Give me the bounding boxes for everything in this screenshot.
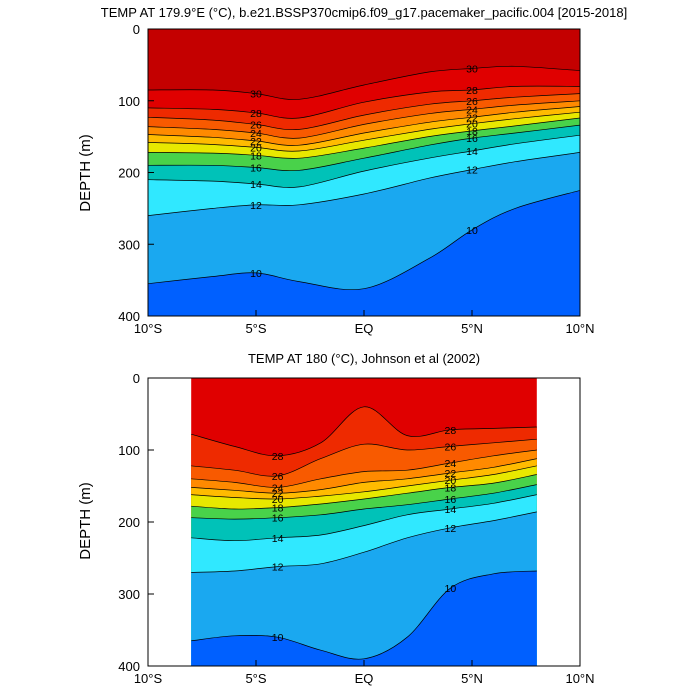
isotherm-20 <box>191 465 537 500</box>
isotherm-label-28: 28 <box>466 85 478 97</box>
isotherm-24 <box>191 449 537 488</box>
y-tick-label: 0 <box>133 22 140 37</box>
x-tick-label: 10°N <box>565 671 594 686</box>
bottom-panel-title: TEMP AT 180 (°C), Johnson et al (2002) <box>248 351 480 366</box>
isotherm-label-20: 20 <box>272 494 284 506</box>
isotherm-label-10: 10 <box>466 225 478 237</box>
isotherm-14 <box>148 134 580 188</box>
isotherm-label-18: 18 <box>250 150 262 162</box>
isotherm-label-28: 28 <box>272 451 284 463</box>
isotherm-label-16: 16 <box>250 163 262 175</box>
y-tick-label: 200 <box>118 166 140 181</box>
isotherm-label-20: 20 <box>466 119 478 131</box>
isotherm-label-10: 10 <box>272 632 284 644</box>
isotherm-label-12: 12 <box>466 165 478 177</box>
isotherm-22 <box>148 106 580 146</box>
y-tick-label: 400 <box>118 309 140 324</box>
isotherm-12 <box>148 152 580 216</box>
isotherm-label-14: 14 <box>466 146 478 158</box>
isotherm-label-28: 28 <box>250 108 262 120</box>
isotherm-label-24: 24 <box>250 128 262 140</box>
isotherm-12 <box>191 511 537 573</box>
isotherm-20 <box>148 111 580 152</box>
isotherm-label-28: 28 <box>445 425 457 437</box>
top-y-axis-label: DEPTH (m) <box>77 134 94 212</box>
isotherm-label-24: 24 <box>466 104 478 116</box>
isotherm-label-14: 14 <box>272 533 284 545</box>
isotherm-label-12: 12 <box>250 200 262 212</box>
isotherm-22 <box>191 458 537 494</box>
isotherm-label-26: 26 <box>250 119 262 131</box>
isotherm-label-22: 22 <box>272 488 284 500</box>
x-tick-label: EQ <box>355 321 374 336</box>
isotherm-label-14: 14 <box>445 504 457 516</box>
isotherm-label-10: 10 <box>445 583 457 595</box>
band-below-10 <box>191 571 537 666</box>
x-tick-label: 5°N <box>461 671 483 686</box>
isotherm-14 <box>191 494 537 542</box>
isotherm-10 <box>148 190 580 291</box>
y-tick-label: 0 <box>133 371 140 386</box>
isotherm-label-22: 22 <box>250 136 262 148</box>
isotherm-label-22: 22 <box>466 112 478 124</box>
x-tick-label: 5°N <box>461 321 483 336</box>
isotherm-label-16: 16 <box>272 513 284 525</box>
isotherm-label-10: 10 <box>250 268 262 280</box>
contour-field: 3030282826262424222220201818161614141212… <box>148 29 580 316</box>
x-tick-label: 10°N <box>565 321 594 336</box>
isotherm-26 <box>148 93 580 131</box>
isotherm-18 <box>191 474 537 510</box>
isotherm-label-20: 20 <box>250 142 262 154</box>
y-tick-label: 100 <box>118 94 140 109</box>
isotherm-label-18: 18 <box>272 503 284 515</box>
y-tick-label: 300 <box>118 587 140 602</box>
isotherm-label-26: 26 <box>272 471 284 483</box>
isotherm-label-24: 24 <box>272 482 284 494</box>
isotherm-16 <box>191 484 537 520</box>
isotherm-label-18: 18 <box>445 482 457 494</box>
isotherm-label-14: 14 <box>250 179 262 191</box>
isotherm-26 <box>191 438 537 477</box>
x-tick-label: EQ <box>355 671 374 686</box>
bottom-contour-panel: TEMP AT 180 (°C), Johnson et al (2002) D… <box>77 351 595 686</box>
top-contour-panel: TEMP AT 179.9°E (°C), b.e21.BSSP370cmip6… <box>77 5 627 336</box>
top-panel-title: TEMP AT 179.9°E (°C), b.e21.BSSP370cmip6… <box>101 5 627 20</box>
isotherm-label-22: 22 <box>445 468 457 480</box>
isotherm-label-18: 18 <box>466 126 478 138</box>
isotherm-label-12: 12 <box>445 523 457 535</box>
band-below-10 <box>148 190 580 316</box>
isotherm-28 <box>148 85 580 119</box>
isotherm-label-30: 30 <box>250 89 262 101</box>
isotherm-18 <box>148 117 580 159</box>
isotherm-10 <box>191 570 537 660</box>
isotherm-label-26: 26 <box>445 441 457 453</box>
bottom-y-axis-label: DEPTH (m) <box>77 482 94 560</box>
y-tick-label: 400 <box>118 659 140 674</box>
isotherm-28 <box>191 406 537 457</box>
isotherm-30 <box>148 65 580 100</box>
isotherm-16 <box>148 124 580 172</box>
x-tick-label: 5°S <box>245 321 266 336</box>
isotherm-label-16: 16 <box>445 494 457 506</box>
isotherm-label-12: 12 <box>272 562 284 574</box>
y-tick-label: 100 <box>118 443 140 458</box>
isotherm-label-24: 24 <box>445 458 457 470</box>
x-tick-label: 5°S <box>245 671 266 686</box>
isotherm-label-30: 30 <box>466 64 478 76</box>
y-tick-label: 300 <box>118 237 140 252</box>
y-tick-label: 200 <box>118 515 140 530</box>
x-tick-label: 10°S <box>134 321 163 336</box>
isotherm-label-20: 20 <box>445 475 457 487</box>
isotherm-label-16: 16 <box>466 133 478 145</box>
isotherm-24 <box>148 100 580 139</box>
isotherm-label-26: 26 <box>466 96 478 108</box>
x-tick-label: 10°S <box>134 671 163 686</box>
